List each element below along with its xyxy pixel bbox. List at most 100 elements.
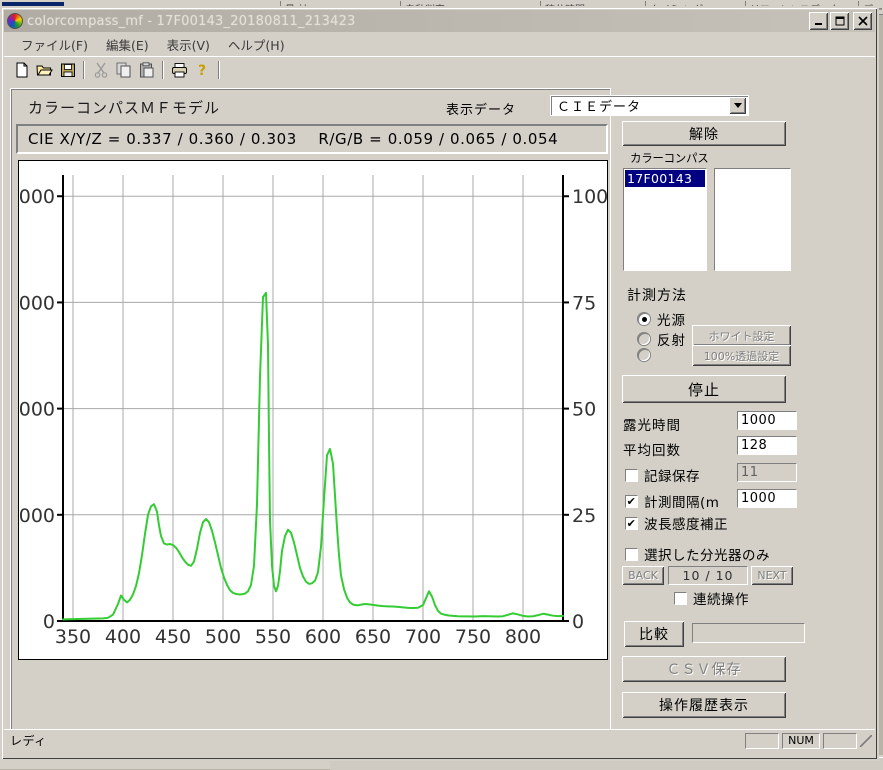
colorcompass-label: カラーコンパス xyxy=(630,151,709,165)
status-pane-1 xyxy=(745,732,779,749)
new-file-icon[interactable] xyxy=(10,59,33,81)
svg-text:50: 50 xyxy=(572,399,596,421)
chart-gridlines xyxy=(63,175,563,621)
model-title: カラーコンパスＭＦモデル xyxy=(28,99,221,117)
interval-checkbox[interactable]: ✔ xyxy=(625,494,638,508)
radio-reflection[interactable]: 反射 xyxy=(638,329,686,349)
wavelength-correction-checkbox[interactable]: ✔ xyxy=(625,516,638,530)
toolbar-separator-1 xyxy=(83,61,85,79)
svg-text:0: 0 xyxy=(572,611,584,633)
help-question-icon[interactable]: ? xyxy=(191,59,214,81)
radio-light-source-label: 光源 xyxy=(657,313,686,329)
compare-input[interactable] xyxy=(692,623,805,643)
svg-text:3000: 3000 xyxy=(19,292,55,314)
menu-help[interactable]: ヘルプ(H) xyxy=(227,37,285,53)
svg-text:800: 800 xyxy=(505,626,541,648)
record-save-label: 記録保存 xyxy=(644,469,700,485)
save-disk-icon[interactable] xyxy=(56,59,79,81)
exposure-time-input[interactable]: 1000 xyxy=(737,411,797,430)
spectrum-line xyxy=(62,291,564,621)
interval-label: 計測間隔(m xyxy=(644,495,720,511)
selected-only-row[interactable]: ✔ 選択した分光器のみ xyxy=(625,544,770,564)
device-list-item-selected[interactable]: 17F00143 xyxy=(625,170,705,187)
continuous-operation-row[interactable]: ✔ 連続操作 xyxy=(674,588,749,608)
svg-text:750: 750 xyxy=(455,626,491,648)
chart-x-tick-labels: 350 400 450 500 550 600 650 700 750 800 xyxy=(55,626,541,648)
svg-text:450: 450 xyxy=(155,626,191,648)
application-window: colorcompass_mf - 17F00143_20180811_2134… xyxy=(0,6,879,761)
svg-text:550: 550 xyxy=(255,626,291,648)
continuous-operation-checkbox[interactable]: ✔ xyxy=(674,591,687,605)
svg-text:400: 400 xyxy=(105,626,141,648)
release-button[interactable]: 解除 xyxy=(622,121,786,146)
open-folder-icon[interactable] xyxy=(33,59,56,81)
interval-input[interactable]: 1000 xyxy=(737,489,797,508)
radio-light-source[interactable]: 光源 xyxy=(638,309,686,329)
average-count-input[interactable]: 128 xyxy=(737,436,797,455)
close-button[interactable] xyxy=(853,12,872,30)
average-count-label: 平均回数 xyxy=(623,443,681,459)
interval-checkbox-row[interactable]: ✔ 計測間隔(m xyxy=(625,491,719,511)
display-data-combo[interactable]: ＣＩＥデータ xyxy=(550,95,749,116)
menu-bar: ファイル(F) 編集(E) 表示(V) ヘルプ(H) xyxy=(4,34,875,54)
svg-text:0: 0 xyxy=(43,611,55,633)
app-color-wheel-icon xyxy=(7,13,23,29)
menu-file[interactable]: ファイル(F) xyxy=(21,37,88,53)
transmit-setting-button: 100%透過設定 xyxy=(692,345,791,366)
svg-text:25: 25 xyxy=(572,505,596,527)
chevron-down-icon[interactable] xyxy=(729,97,746,114)
cut-scissors-icon xyxy=(89,59,112,81)
measure-method-label: 計測方法 xyxy=(627,288,687,304)
svg-text:2000: 2000 xyxy=(19,399,55,421)
svg-text:650: 650 xyxy=(355,626,391,648)
record-save-checkbox-row[interactable]: ✔ 記録保存 xyxy=(625,465,700,485)
device-list[interactable]: 17F00143 xyxy=(623,168,707,271)
compare-button[interactable]: 比較 xyxy=(624,621,684,647)
svg-text:600: 600 xyxy=(305,626,341,648)
window-controls xyxy=(809,12,872,30)
radio-transmission[interactable] xyxy=(638,349,657,361)
radio-reflection-label: 反射 xyxy=(657,333,686,349)
paste-icon xyxy=(135,59,158,81)
svg-text:100: 100 xyxy=(572,186,607,208)
toolbar-separator-3 xyxy=(218,61,220,79)
window-title: colorcompass_mf - 17F00143_20180811_2134… xyxy=(27,13,356,29)
print-icon[interactable] xyxy=(168,59,191,81)
toolbar-separator-2 xyxy=(162,61,164,79)
history-button[interactable]: 操作履歴表示 xyxy=(622,692,786,718)
maximize-button[interactable] xyxy=(830,12,849,30)
radio-transmission-icon xyxy=(638,349,650,361)
back-button: BACK xyxy=(622,566,664,585)
record-save-input: 11 xyxy=(737,463,797,482)
pager-value: 10 / 10 xyxy=(668,566,748,585)
next-button: NEXT xyxy=(751,566,793,585)
display-data-value: ＣＩＥデータ xyxy=(557,100,642,115)
status-pane-3 xyxy=(823,732,857,749)
status-num-indicator: NUM xyxy=(782,732,820,749)
status-text: レディ xyxy=(10,734,47,748)
wavelength-correction-row[interactable]: ✔ 波長感度補正 xyxy=(625,513,728,533)
svg-text:75: 75 xyxy=(572,292,596,314)
minimize-button[interactable] xyxy=(809,12,828,30)
resize-grip-icon[interactable] xyxy=(860,734,872,747)
copy-icon xyxy=(112,59,135,81)
chart-right-tick-labels: 0 25 50 75 100 xyxy=(572,186,607,633)
svg-text:700: 700 xyxy=(405,626,441,648)
record-save-checkbox[interactable]: ✔ xyxy=(625,468,638,482)
radio-reflection-icon xyxy=(638,333,650,345)
svg-text:1000: 1000 xyxy=(19,505,55,527)
stop-button[interactable]: 停止 xyxy=(622,375,786,403)
radio-light-source-icon xyxy=(638,313,650,325)
cie-readout: CIE X/Y/Z = 0.337 / 0.360 / 0.303 R/G/B … xyxy=(16,124,608,154)
device-list-secondary[interactable] xyxy=(714,168,791,271)
toolbar: ? xyxy=(4,56,875,83)
svg-text:?: ? xyxy=(198,63,206,78)
menu-edit[interactable]: 編集(E) xyxy=(105,37,149,53)
selected-only-checkbox[interactable]: ✔ xyxy=(625,547,638,561)
menu-view[interactable]: 表示(V) xyxy=(166,37,210,53)
title-bar[interactable]: colorcompass_mf - 17F00143_20180811_2134… xyxy=(4,10,875,32)
